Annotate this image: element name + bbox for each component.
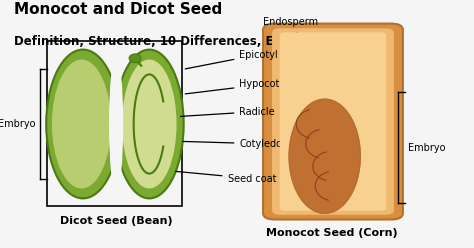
Text: Radicle: Radicle [181,107,275,117]
Text: Monocot and Dicot Seed: Monocot and Dicot Seed [14,2,222,17]
Ellipse shape [129,54,141,63]
Text: Endosperm: Endosperm [263,17,318,40]
Ellipse shape [46,50,119,198]
Ellipse shape [109,56,123,192]
Text: Seed coat: Seed coat [176,171,276,184]
Polygon shape [289,99,360,213]
Ellipse shape [122,60,176,188]
Text: Definition, Structure, 10 Differences, Examples: Definition, Structure, 10 Differences, E… [14,35,329,48]
Text: Epicotyl: Epicotyl [185,50,278,69]
Text: Embryo: Embryo [0,119,36,129]
Text: Cotyledon: Cotyledon [183,139,289,149]
FancyBboxPatch shape [272,28,394,215]
Text: Monocot Seed (Corn): Monocot Seed (Corn) [266,228,398,238]
FancyBboxPatch shape [263,24,403,219]
Ellipse shape [52,60,111,188]
FancyBboxPatch shape [280,32,386,211]
Ellipse shape [115,50,184,198]
Text: Embryo: Embryo [408,143,445,153]
Text: Dicot Seed (Bean): Dicot Seed (Bean) [60,216,173,226]
Text: Hypocotyl: Hypocotyl [185,79,288,94]
